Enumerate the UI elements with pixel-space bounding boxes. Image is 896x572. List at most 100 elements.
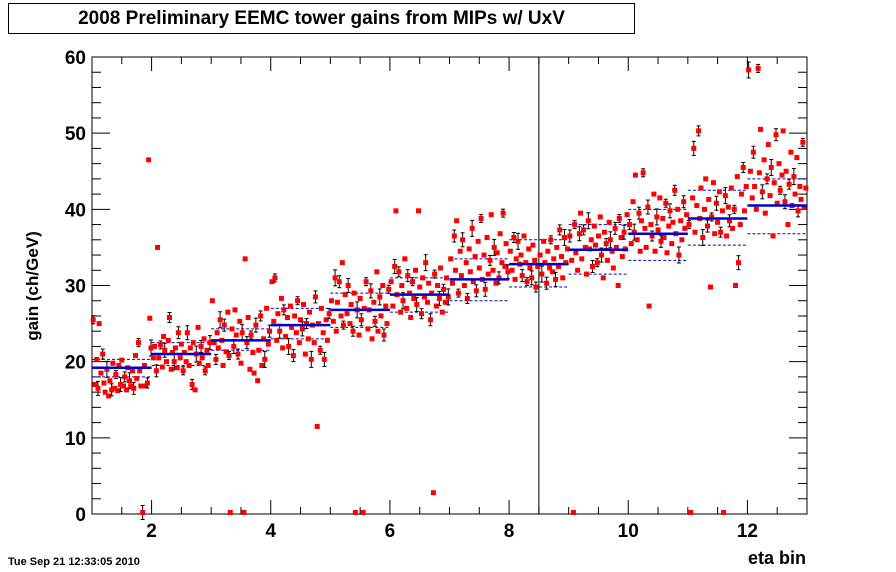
data-point xyxy=(698,185,704,191)
data-point xyxy=(259,362,265,368)
data-point xyxy=(372,318,378,324)
data-point xyxy=(798,196,804,202)
data-point xyxy=(175,330,181,336)
data-point xyxy=(244,340,250,346)
data-point xyxy=(749,195,755,201)
data-point xyxy=(430,490,436,496)
data-point xyxy=(464,295,470,301)
data-point xyxy=(131,385,137,391)
data-point xyxy=(435,283,441,288)
data-point xyxy=(118,382,124,388)
data-point xyxy=(792,191,798,197)
data-point xyxy=(765,142,771,148)
data-point xyxy=(163,359,169,365)
data-point xyxy=(112,385,118,391)
data-point xyxy=(358,317,364,323)
data-point xyxy=(390,303,396,309)
data-point xyxy=(482,286,488,292)
data-point xyxy=(295,298,301,304)
data-point xyxy=(253,322,259,328)
data-point xyxy=(432,271,438,277)
data-point xyxy=(621,229,627,235)
data-point xyxy=(326,311,332,317)
data-point xyxy=(296,340,302,346)
data-point xyxy=(770,233,776,239)
data-point xyxy=(221,322,227,328)
data-point xyxy=(773,132,779,138)
data-point xyxy=(630,199,636,205)
data-point xyxy=(762,210,768,216)
data-point xyxy=(248,332,254,338)
data-point xyxy=(584,271,590,277)
data-point xyxy=(411,295,417,301)
data-point xyxy=(381,332,387,338)
data-point xyxy=(530,242,536,248)
data-point xyxy=(636,210,642,216)
data-point xyxy=(466,246,472,252)
data-point xyxy=(311,340,317,346)
data-point xyxy=(404,305,410,311)
data-point xyxy=(148,345,154,351)
data-point xyxy=(738,191,744,197)
data-point xyxy=(405,273,411,279)
data-point xyxy=(491,244,497,250)
data-point xyxy=(217,317,223,323)
data-point xyxy=(500,210,506,216)
data-point xyxy=(147,315,153,321)
data-point xyxy=(788,149,794,155)
data-point xyxy=(374,269,380,275)
x-tick-label: 4 xyxy=(265,521,276,542)
y-axis-label-wrap: gain (ch/GeV) xyxy=(22,57,44,514)
x-tick-label: 8 xyxy=(504,521,515,542)
data-point xyxy=(150,355,156,361)
data-point xyxy=(756,170,762,176)
data-point xyxy=(631,229,637,235)
data-point xyxy=(329,298,335,304)
timestamp: Tue Sep 21 12:33:05 2010 xyxy=(8,556,140,568)
data-point xyxy=(174,365,180,371)
data-point xyxy=(713,200,719,206)
data-point xyxy=(356,332,362,338)
data-point xyxy=(255,378,261,384)
data-point xyxy=(542,260,548,266)
data-point xyxy=(98,370,104,376)
data-point xyxy=(473,288,479,294)
data-point xyxy=(427,317,433,323)
data-point xyxy=(171,359,177,365)
data-point xyxy=(198,343,204,349)
data-point xyxy=(564,246,570,252)
data-point xyxy=(454,218,460,224)
data-point xyxy=(469,225,475,231)
data-point xyxy=(681,199,687,205)
data-point xyxy=(159,364,165,370)
data-point xyxy=(261,336,267,342)
data-point xyxy=(578,210,584,216)
data-point xyxy=(485,271,491,277)
data-point xyxy=(237,318,243,324)
data-point xyxy=(213,356,219,362)
data-point xyxy=(688,509,694,515)
data-point xyxy=(143,383,149,389)
data-point xyxy=(494,250,500,256)
data-point xyxy=(190,340,196,346)
data-point xyxy=(205,362,211,368)
data-point xyxy=(201,336,207,342)
data-point xyxy=(505,269,511,275)
data-point xyxy=(318,305,324,311)
data-point xyxy=(776,161,782,167)
data-point xyxy=(330,318,336,324)
data-point xyxy=(165,337,171,343)
data-point xyxy=(119,357,125,363)
data-point xyxy=(730,225,736,231)
data-point xyxy=(231,343,237,349)
data-point xyxy=(116,362,122,368)
data-point xyxy=(141,362,147,368)
data-point xyxy=(209,298,215,304)
data-point xyxy=(609,248,615,254)
data-point xyxy=(612,225,618,231)
data-point xyxy=(278,295,284,301)
data-point xyxy=(183,359,189,365)
data-point xyxy=(264,305,270,311)
data-point xyxy=(545,248,551,254)
data-point xyxy=(239,330,245,336)
